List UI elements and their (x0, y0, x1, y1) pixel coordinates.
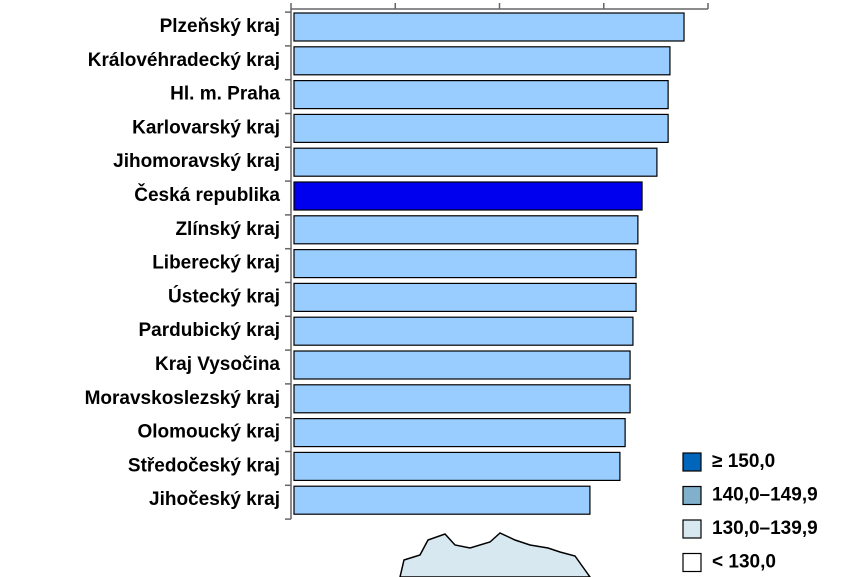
category-label: Hl. m. Praha (170, 84, 280, 105)
legend-swatch (682, 552, 702, 573)
category-label: Zlínský kraj (175, 219, 280, 240)
legend-label: 140,0–149,9 (712, 485, 818, 506)
bar (293, 249, 637, 279)
bar (293, 215, 639, 245)
bar (293, 418, 626, 448)
bar (293, 485, 591, 515)
bar (293, 451, 621, 481)
category-label: Jihočeský kraj (149, 489, 280, 510)
legend-swatch (682, 519, 702, 539)
category-label: Moravskoslezský kraj (85, 388, 280, 409)
category-label: Česká republika (134, 184, 280, 206)
legend-label: ≥ 150,0 (712, 451, 775, 472)
legend-label: 130,0–139,9 (712, 518, 818, 539)
category-label: Liberecký kraj (152, 253, 280, 274)
category-label: Středočeský kraj (128, 455, 280, 476)
category-label: Olomoucký kraj (137, 422, 280, 443)
category-label: Pardubický kraj (138, 320, 280, 341)
bar (293, 282, 637, 312)
bar (293, 12, 685, 42)
category-label: Královéhradecký kraj (88, 50, 280, 71)
bar (293, 181, 643, 211)
bar (293, 113, 669, 144)
bar (293, 350, 631, 380)
map (399, 532, 591, 577)
bar (293, 384, 631, 414)
category-label: Plzeňský kraj (160, 16, 280, 37)
legend-label: < 130,0 (712, 552, 776, 573)
category-label: Kraj Vysočina (155, 354, 280, 375)
bar (293, 79, 669, 110)
category-label: Ústecký kraj (168, 285, 280, 307)
category-label: Jihomoravský kraj (113, 151, 280, 172)
category-label: Karlovarský kraj (132, 117, 280, 138)
legend-swatch (682, 452, 702, 472)
bar (293, 147, 658, 177)
bar (293, 316, 634, 346)
legend-swatch (682, 485, 702, 506)
bar (293, 46, 671, 76)
